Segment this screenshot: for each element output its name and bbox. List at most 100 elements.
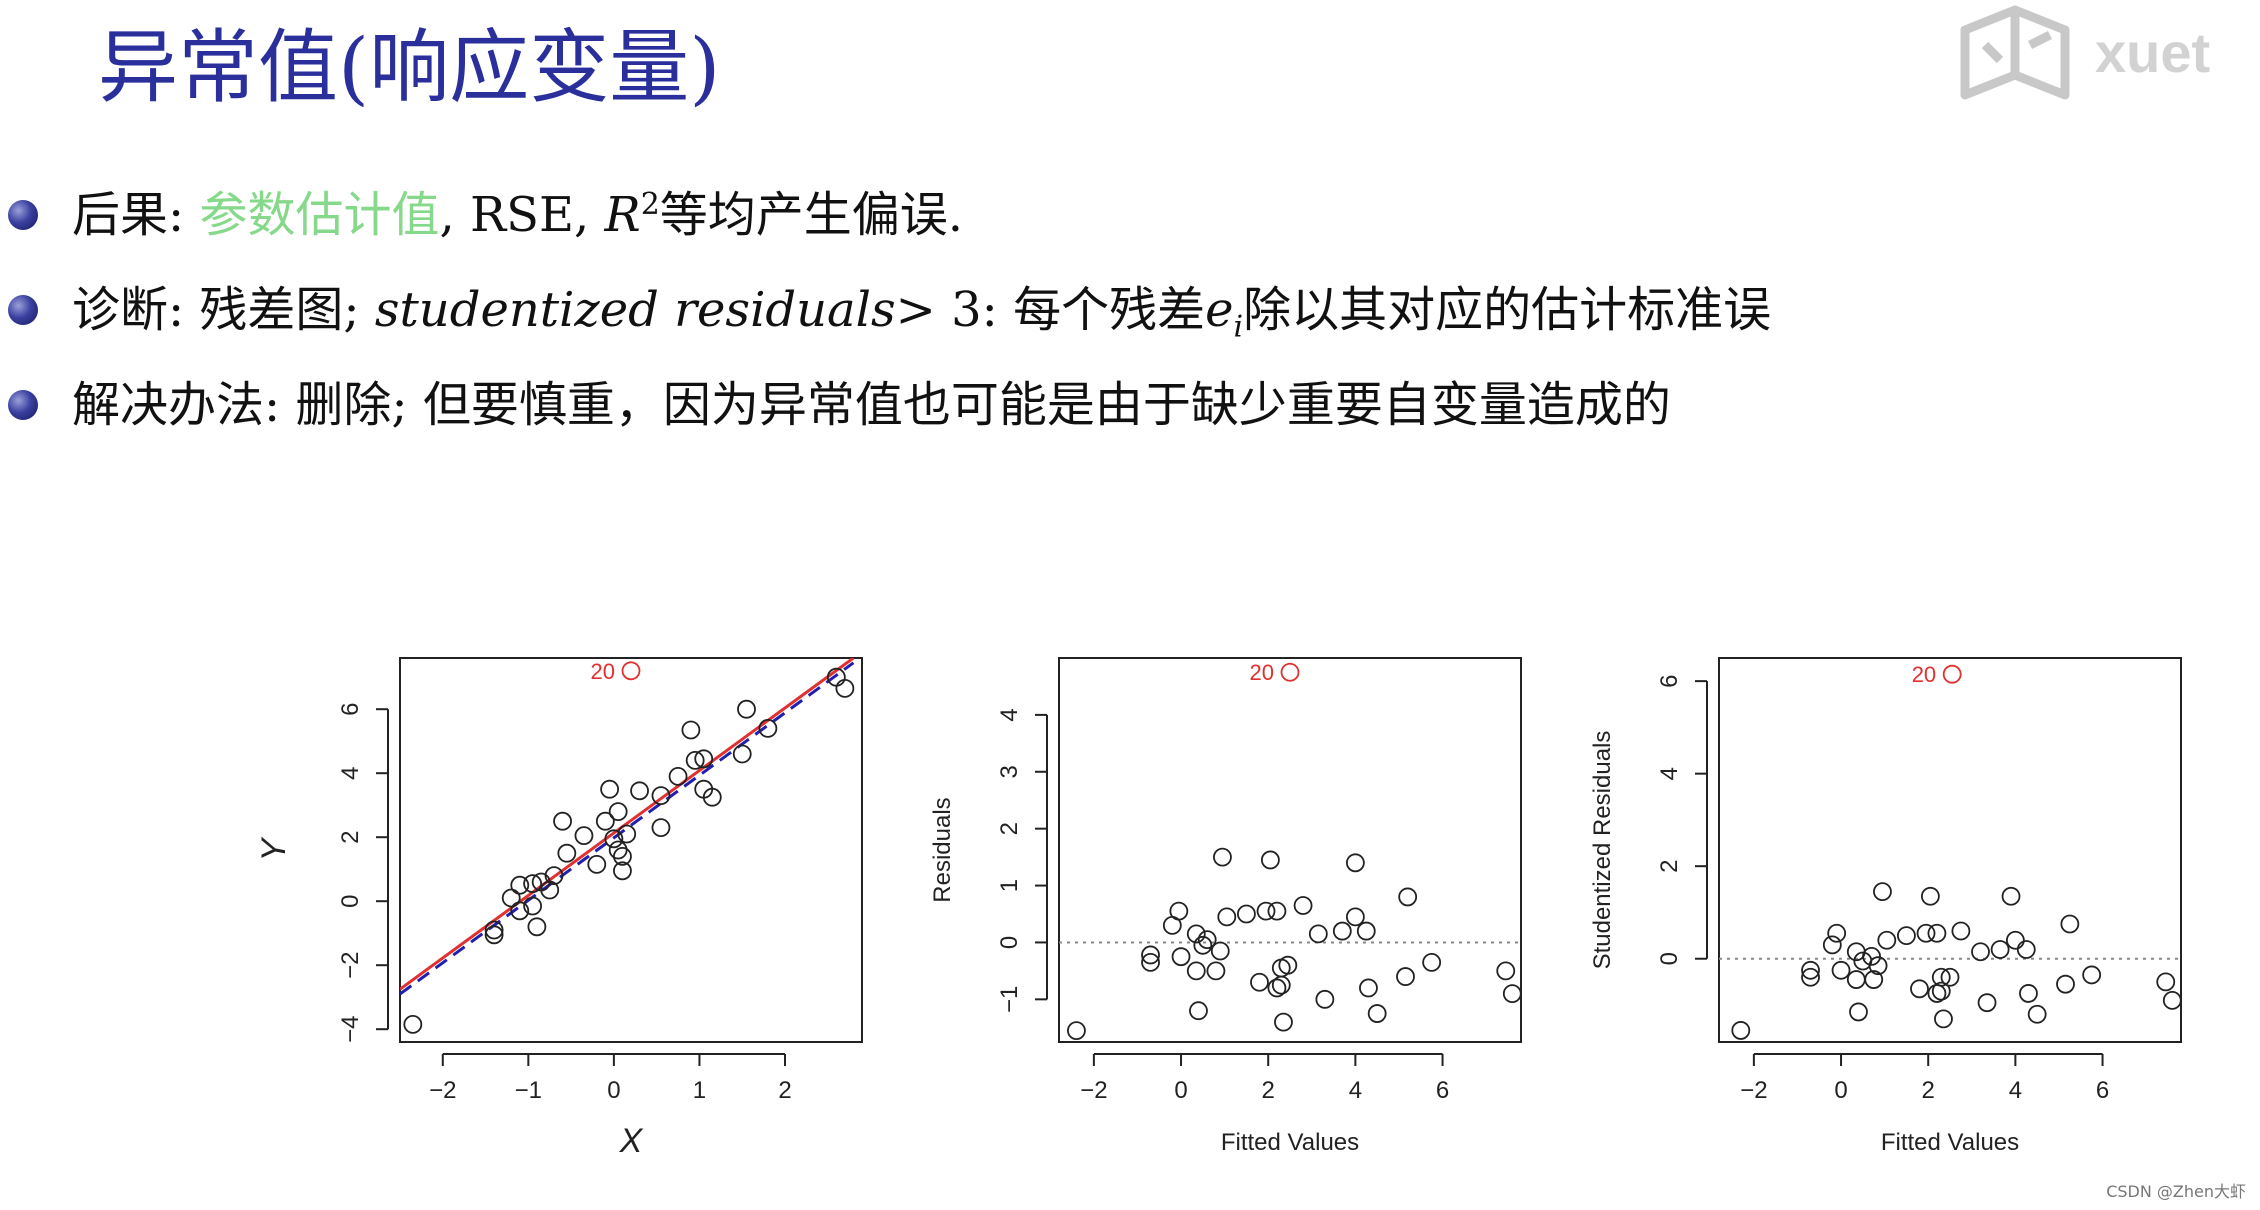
y-tick-label: 1 [996,879,1023,892]
data-point [1356,921,1376,941]
data-point [2016,940,2036,959]
data-point [630,781,649,801]
data-point [1186,961,1206,981]
x-axis-label: X [619,1122,644,1160]
data-point [1927,923,1947,943]
book-icon [1960,5,2070,100]
data-point [523,874,543,893]
y-tick-label: 6 [1656,674,1683,687]
bullet-label: 诊断: 残差图; [72,282,375,338]
data-point [1864,970,1884,989]
superscript: 2 [640,187,660,222]
data-point [617,824,637,844]
data-point [681,720,701,740]
data-point [1920,886,1940,906]
bullet-text-part: 除以其对应的估计标准误 [1243,282,1772,338]
outlier-label: 20 [1912,662,1936,687]
data-point [1831,960,1851,980]
x-tick-label: −2 [1740,1077,1767,1104]
data-point [1931,967,1951,987]
math-symbol: R [604,187,641,243]
chart-1: −2 −1 0 1 2 −4 −2 0 2 4 6 X Y 20 [255,657,863,1160]
highlight-text: 参数估计值 [199,187,440,243]
bullet-text: 解决办法: 删除; 但要慎重，因为异常值也可能是由于缺少重要自变量造成的 [72,377,1671,433]
data-point [1171,947,1191,967]
chart-2: −2 0 2 4 6 −1 0 1 2 3 4 Fitted Values Residuals 20 [929,657,1522,1156]
bullet-text-part: > 3: 每个残差 [895,282,1206,338]
bullet-dot-icon [8,200,38,230]
data-point [835,679,855,698]
data-point [600,779,620,799]
data-point [1496,961,1516,981]
data-point [1359,978,1378,998]
data-point [758,719,778,738]
math-symbol: e [1205,282,1234,338]
data-point [523,896,543,916]
data-point [1868,956,1888,976]
data-point [1873,882,1892,902]
bullet-item: 诊断: 残差图; studentized residuals> 3: 每个残差e… [0,270,2260,350]
subscript: i [1233,309,1244,345]
outlier-point [621,661,641,681]
data-point [1332,921,1352,941]
data-point [1822,935,1842,955]
watermark-text: xuet [2095,21,2210,84]
data-point [1250,972,1269,992]
bullet-item: 后果: 参数估计值, RSE, R2等均产生偏误. [0,175,2260,255]
y-axis-label: Y [255,836,293,861]
bullet-dot-icon [8,295,38,325]
plot-frame [1718,657,2182,1043]
x-tick-label: 6 [2096,1077,2109,1104]
data-point [403,1015,423,1034]
data-point [608,802,628,821]
y-tick-label: 4 [1656,767,1683,780]
data-point [1217,907,1237,927]
bullet-dot-icon [8,390,38,420]
slide-title: 异常值(响应变量) [98,21,721,114]
data-point [501,888,521,908]
data-point [694,749,714,769]
bullet-text: 诊断: 残差图; studentized residuals> 3: 每个残差e… [72,270,1771,350]
data-point [613,861,632,881]
plot-frame [399,657,863,1043]
data-point [1931,981,1951,1001]
data-point [1237,904,1256,924]
outlier-label: 20 [1250,660,1274,685]
data-point [527,917,547,937]
data-point [737,699,756,719]
data-point [2056,974,2075,994]
y-tick-label: 0 [996,936,1023,949]
data-point [1278,955,1298,975]
data-point [685,751,705,770]
data-point [1267,978,1287,998]
data-point [1977,993,1997,1013]
x-tick-label: 0 [607,1077,620,1104]
data-point [574,826,594,845]
data-point [2060,914,2080,934]
data-point [1186,924,1206,944]
y-tick-label: 0 [337,895,364,908]
data-point [604,829,624,849]
data-point [1256,901,1276,921]
x-tick-label: 1 [693,1077,706,1104]
x-tick-label: 2 [778,1077,791,1104]
data-point [1206,961,1226,981]
data-point [1308,924,1328,944]
data-point [510,901,530,921]
x-tick-label: −2 [429,1077,456,1104]
y-tick-label: 4 [996,708,1023,721]
y-tick-label: 6 [337,703,364,716]
x-tick-label: 4 [2009,1077,2022,1104]
data-point [1267,901,1287,921]
data-point [510,875,530,895]
plot-frame [1058,657,1522,1043]
data-point [484,925,504,945]
data-point [1422,952,1442,972]
chart-3: −2 0 2 4 6 0 2 4 6 Fitted Values Studentized Resid… [1589,657,2182,1156]
x-tick-label: 2 [1922,1077,1935,1104]
y-tick-label: −2 [337,952,364,979]
y-tick-label: −1 [996,986,1023,1013]
data-point [651,818,671,837]
bullet-text-part: 等均产生偏误. [659,187,964,243]
data-point [595,811,615,831]
